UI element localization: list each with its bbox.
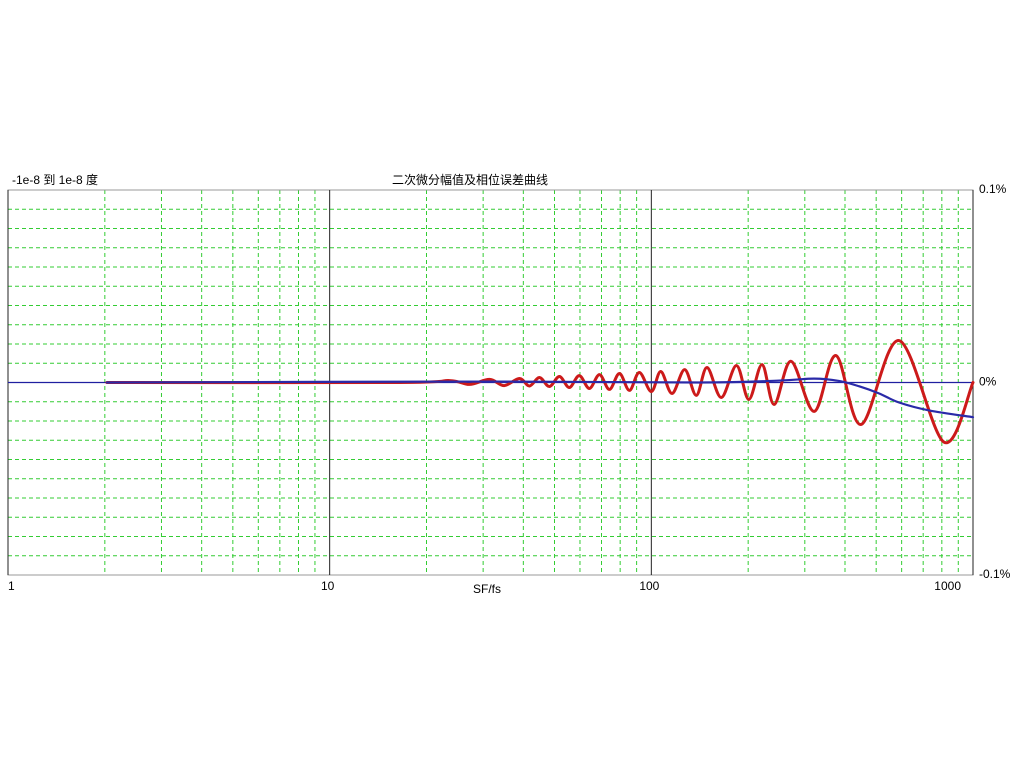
chart-title: 二次微分幅值及相位误差曲线 [392, 172, 548, 187]
annotation: -1e-8 到 1e-8 度 [12, 172, 98, 187]
y-tick-label: 0.1% [979, 182, 1007, 196]
series-line [105, 377, 975, 419]
x-tick-label: 100 [639, 579, 659, 593]
x-tick-label: 1 [8, 579, 15, 593]
x-tick-label: 10 [321, 579, 335, 593]
series-line [105, 339, 975, 444]
x-tick-label: 1000 [934, 579, 961, 593]
y-tick-label: 0% [979, 375, 997, 389]
x-axis-label: SF/fs [473, 582, 501, 596]
y-tick-label: -0.1% [979, 567, 1011, 581]
